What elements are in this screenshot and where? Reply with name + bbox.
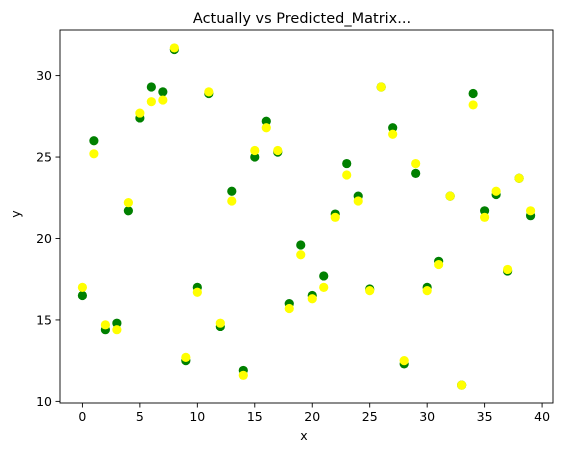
- series-2-point: [77, 282, 88, 292]
- series-1-point: [250, 152, 260, 162]
- series-2-point: [89, 149, 99, 159]
- series-2-point: [353, 196, 363, 206]
- series-2-point: [503, 264, 513, 275]
- series-2-point: [365, 286, 375, 296]
- series-1-point: [77, 290, 88, 301]
- series-2-point: [342, 170, 352, 180]
- series-1-point: [342, 158, 352, 169]
- series-2-point: [388, 129, 398, 139]
- series-1-point: [261, 116, 271, 126]
- series-1-point: [112, 318, 122, 328]
- series-2-point: [261, 123, 271, 133]
- series-1-point: [227, 186, 237, 196]
- series-2-point: [215, 318, 225, 328]
- x-tick-label: 20: [304, 409, 320, 424]
- plot-frame: [59, 29, 554, 404]
- series-2-point: [169, 43, 179, 53]
- series-2-point: [284, 303, 294, 314]
- series-2-point: [238, 370, 248, 380]
- series-2-point: [491, 186, 501, 196]
- series-2-point: [273, 145, 283, 156]
- series-2-point: [411, 158, 421, 169]
- series-2-point: [468, 100, 478, 110]
- series-1-point: [123, 206, 133, 216]
- series-2-point: [422, 286, 432, 296]
- series-2-point: [135, 108, 145, 118]
- series-2-point: [158, 95, 168, 105]
- series-1-point: [468, 88, 478, 99]
- y-tick-label: 10: [36, 394, 52, 409]
- series-2-point: [181, 352, 191, 362]
- series-2-point: [457, 380, 467, 390]
- series-1-point: [319, 271, 329, 281]
- series-2-point: [227, 196, 237, 206]
- x-tick-label: 40: [534, 409, 550, 424]
- series-2-point: [146, 97, 156, 107]
- x-tick-label: 35: [477, 409, 493, 424]
- y-tick-label: 20: [36, 231, 52, 246]
- series-2-point: [376, 82, 386, 92]
- data-markers: [77, 43, 536, 390]
- series-2-point: [514, 173, 524, 183]
- plot-area: [59, 29, 554, 404]
- series-1-point: [388, 123, 398, 133]
- y-axis-ticks: 10 15 20 25 30: [36, 68, 60, 409]
- series-2-point: [399, 356, 409, 366]
- series-2-point: [445, 191, 455, 201]
- series-1-point: [146, 82, 156, 92]
- series-1-point: [89, 136, 99, 146]
- series-1-point: [411, 168, 421, 178]
- series-1-point: [480, 206, 490, 216]
- x-tick-label: 25: [362, 409, 378, 424]
- series-2-point: [480, 212, 490, 222]
- series-2-point: [434, 259, 444, 270]
- y-tick-label: 25: [36, 150, 52, 165]
- series-2-point: [123, 198, 133, 208]
- chart-title: Actually vs Predicted_Matrix...: [193, 11, 411, 27]
- series-1-point: [158, 87, 168, 97]
- series-2-point: [525, 206, 536, 216]
- series-2-point: [319, 282, 329, 292]
- x-axis-label: x: [300, 428, 307, 443]
- series-1-point: [296, 240, 306, 250]
- series-2-point: [307, 294, 317, 304]
- x-tick-label: 0: [78, 409, 86, 424]
- series-2-point: [100, 320, 110, 330]
- series-2-point: [204, 87, 214, 97]
- series-2-point: [296, 250, 306, 260]
- series-2-point: [112, 325, 122, 335]
- series-2-point: [330, 212, 340, 222]
- y-tick-label: 15: [36, 312, 52, 327]
- y-tick-label: 30: [36, 68, 52, 83]
- y-axis-label: y: [8, 210, 23, 218]
- x-tick-label: 30: [419, 409, 435, 424]
- x-tick-label: 10: [189, 409, 205, 424]
- x-tick-label: 5: [136, 409, 144, 424]
- x-tick-label: 15: [247, 409, 263, 424]
- series-2-point: [192, 287, 202, 297]
- x-axis-ticks: 0 5 10 15 20 25 30 35 40: [78, 403, 550, 424]
- series-2-point: [250, 145, 260, 156]
